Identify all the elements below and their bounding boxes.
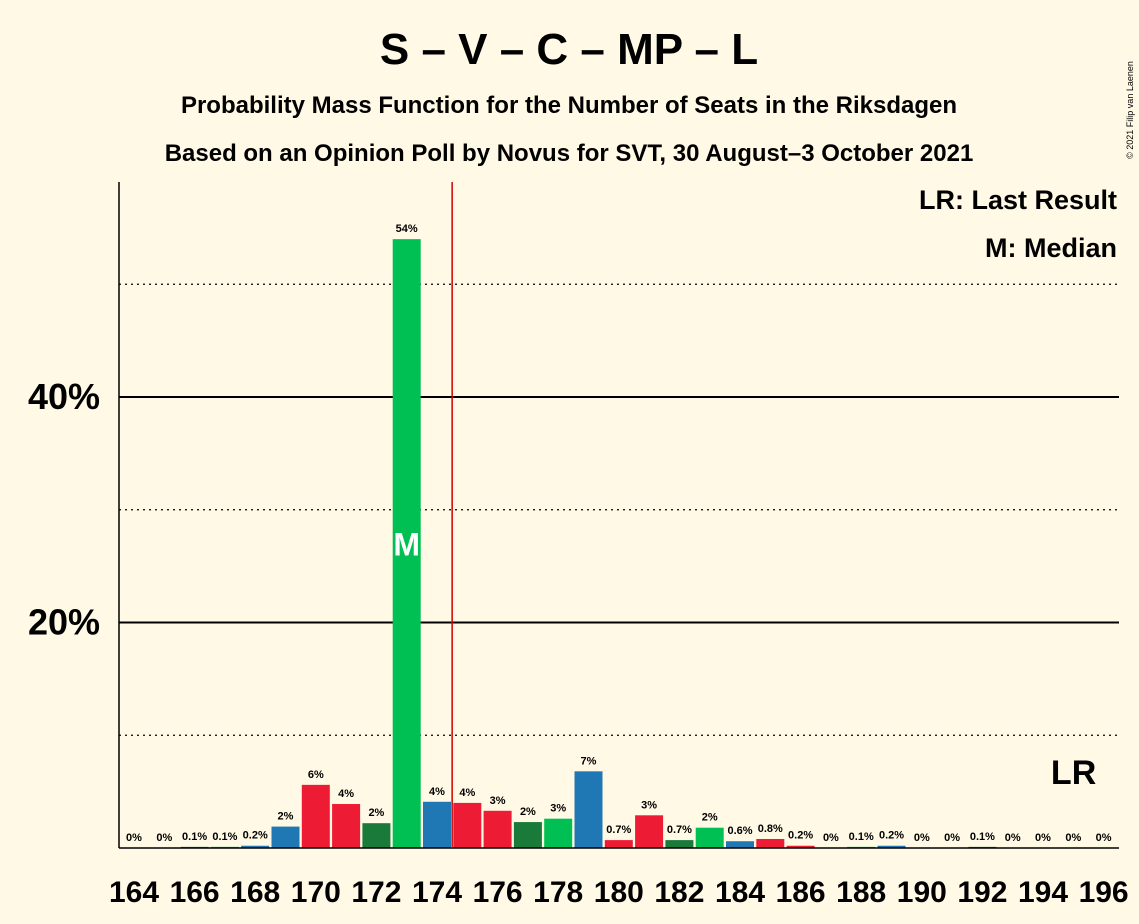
bar-189 <box>877 845 906 848</box>
x-tick-184: 184 <box>715 876 765 909</box>
bar-labels: 0% 0% 0.1% 0.1% 0.2% 2% 6% 4% 2% 54% 4% 4% 3% 2% 3% 7% 0… <box>126 223 1112 844</box>
bar-label-175: 4% <box>459 787 475 799</box>
y-tick-40: 40% <box>28 376 100 417</box>
bar-label-168: 0.2% <box>243 830 268 842</box>
chart-subtitle-1: Probability Mass Function for the Number… <box>181 92 957 119</box>
bar-label-191: 0% <box>944 832 960 844</box>
bar-label-174: 4% <box>429 786 445 798</box>
bar-label-189: 0.2% <box>879 830 904 842</box>
bar-label-196: 0% <box>1096 832 1112 844</box>
bar-178 <box>544 818 573 848</box>
bar-label-182: 0.7% <box>667 824 692 836</box>
bar-label-192: 0.1% <box>970 831 995 843</box>
bar-label-167: 0.1% <box>212 831 237 843</box>
bar-168 <box>241 845 270 848</box>
x-tick-174: 174 <box>412 876 462 909</box>
bar-label-180: 0.7% <box>606 824 631 836</box>
bar-183 <box>695 827 724 848</box>
bar-186 <box>786 845 815 848</box>
x-tick-168: 168 <box>230 876 280 909</box>
bar-label-172: 2% <box>368 807 384 819</box>
bar-172 <box>362 823 391 848</box>
bar-170 <box>301 784 330 848</box>
bar-174 <box>423 801 451 848</box>
bar-label-176: 3% <box>490 795 506 807</box>
x-tick-178: 178 <box>533 876 583 909</box>
x-tick-164: 164 <box>109 876 159 909</box>
bar-label-165: 0% <box>156 832 172 844</box>
bar-180 <box>604 840 633 848</box>
last-result-label: LR <box>1051 754 1096 792</box>
x-tick-182: 182 <box>654 876 704 909</box>
bar-label-170: 6% <box>308 769 324 781</box>
bar-label-186: 0.2% <box>788 830 813 842</box>
bar-label-187: 0% <box>823 832 839 844</box>
bar-169 <box>271 826 300 848</box>
bar-label-169: 2% <box>278 811 294 823</box>
y-ticks: 20% 40% <box>28 376 100 643</box>
bar-182 <box>665 840 694 848</box>
legend-median: M: Median <box>985 233 1117 263</box>
grid <box>119 283 1119 736</box>
bar-label-195: 0% <box>1065 832 1081 844</box>
bar-label-184: 0.6% <box>727 825 752 837</box>
x-tick-180: 180 <box>594 876 644 909</box>
x-tick-196: 196 <box>1079 876 1129 909</box>
bar-label-171: 4% <box>338 788 354 800</box>
bar-label-185: 0.8% <box>758 823 783 835</box>
median-label: M <box>393 527 420 563</box>
bar-185 <box>756 838 785 848</box>
bar-label-164: 0% <box>126 832 142 844</box>
bar-label-194: 0% <box>1035 832 1051 844</box>
bars <box>180 239 997 848</box>
bar-label-179: 7% <box>581 755 597 767</box>
x-tick-194: 194 <box>1018 876 1068 909</box>
legend-last-result: LR: Last Result <box>919 185 1117 215</box>
bar-label-183: 2% <box>702 812 718 824</box>
x-tick-186: 186 <box>776 876 826 909</box>
x-tick-172: 172 <box>351 876 401 909</box>
bar-171 <box>332 804 361 848</box>
bar-176 <box>483 810 512 848</box>
chart-subtitle-2: Based on an Opinion Poll by Novus for SV… <box>165 140 974 167</box>
bar-179 <box>574 771 603 848</box>
bar-label-190: 0% <box>914 832 930 844</box>
bar-177 <box>513 822 542 848</box>
bar-175 <box>453 802 482 848</box>
x-tick-176: 176 <box>473 876 523 909</box>
bar-label-173: 54% <box>396 223 418 235</box>
bar-label-181: 3% <box>641 799 657 811</box>
copyright: © 2021 Filip van Laenen <box>1125 61 1135 159</box>
bar-label-178: 3% <box>550 803 566 815</box>
bar-181 <box>635 815 664 848</box>
x-tick-192: 192 <box>957 876 1007 909</box>
x-tick-190: 190 <box>897 876 947 909</box>
bar-label-193: 0% <box>1005 832 1021 844</box>
x-tick-170: 170 <box>291 876 341 909</box>
x-tick-188: 188 <box>836 876 886 909</box>
x-ticks: 164 166 168 170 172 174 176 178 180 182 184 186 188 1… <box>109 876 1129 909</box>
bar-label-188: 0.1% <box>849 831 874 843</box>
bar-173 <box>392 239 421 848</box>
chart-title: S – V – C – MP – L <box>380 25 758 74</box>
y-tick-20: 20% <box>28 602 100 643</box>
bar-label-177: 2% <box>520 806 536 818</box>
bar-label-166: 0.1% <box>182 831 207 843</box>
x-tick-166: 166 <box>170 876 220 909</box>
bar-184 <box>726 841 754 848</box>
